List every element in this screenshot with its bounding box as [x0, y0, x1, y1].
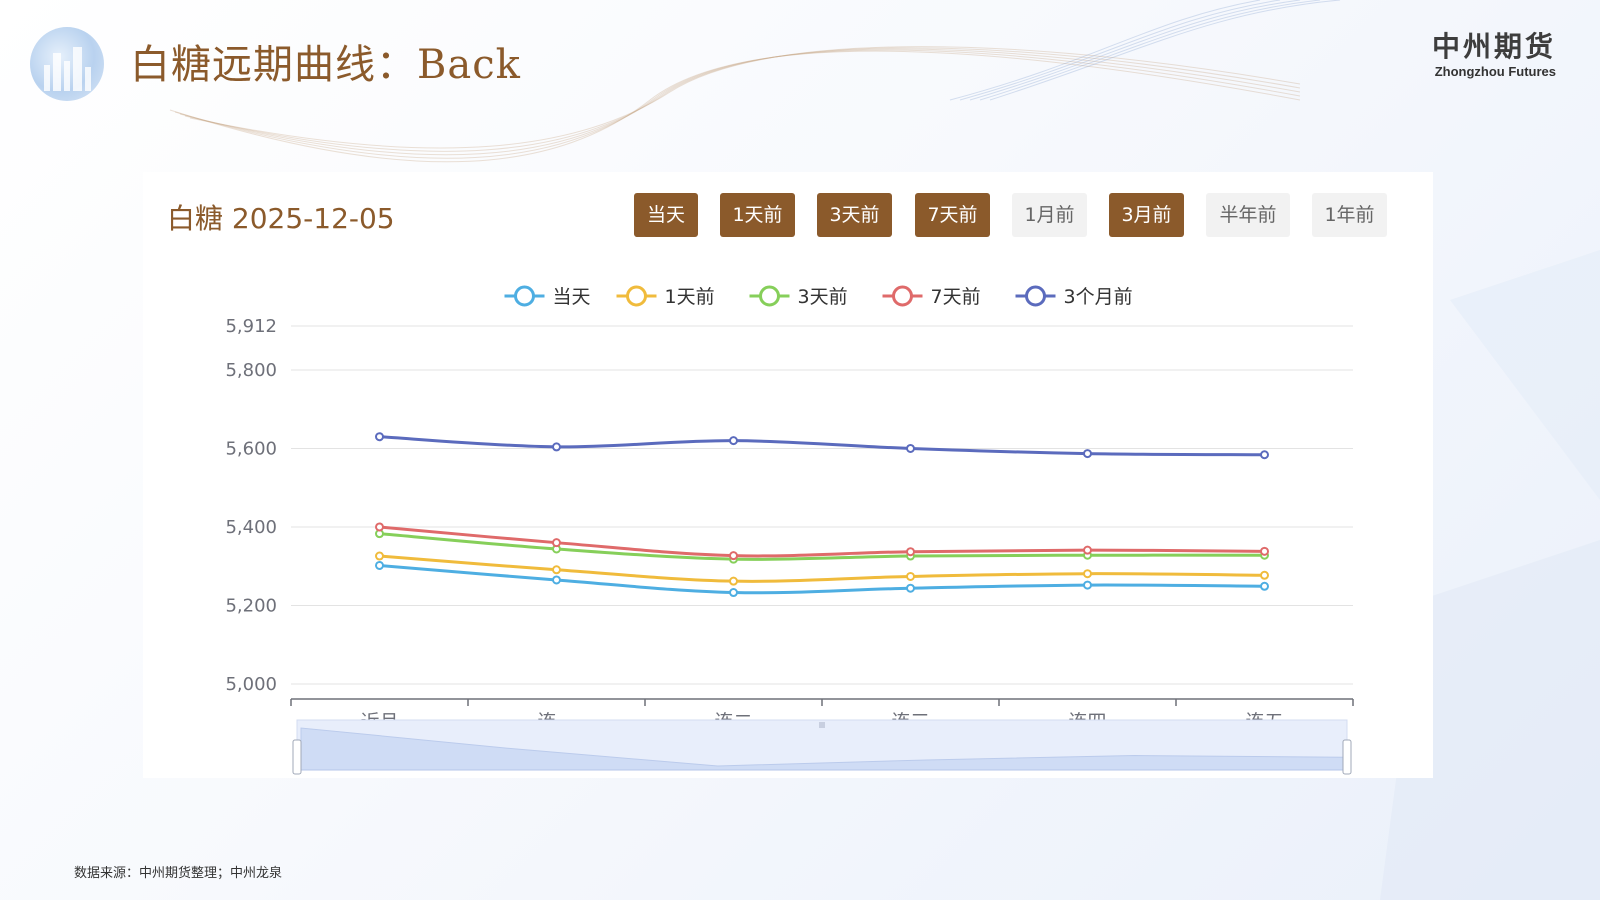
period-button-today[interactable]: 当天 [634, 193, 698, 237]
period-button-1year[interactable]: 1年前 [1312, 193, 1387, 237]
legend-label: 3天前 [798, 286, 848, 308]
legend-label: 1天前 [665, 286, 715, 308]
data-point [1260, 581, 1269, 591]
data-point [375, 560, 384, 570]
data-point [552, 575, 561, 585]
legend-item[interactable]: 3天前 [749, 285, 848, 308]
data-point [729, 551, 738, 561]
data-point [729, 588, 738, 598]
legend-item[interactable]: 当天 [504, 285, 591, 308]
chart-heading: 白糖 2025-12-05 [167, 202, 395, 235]
data-point [1260, 570, 1269, 580]
series-line-2 [379, 532, 1265, 561]
legend-marker [514, 285, 535, 307]
brand-logo: 中州期货 Zhongzhou Futures [1432, 30, 1556, 79]
legend-item[interactable]: 3个月前 [1015, 285, 1133, 308]
y-tick-label: 5,912 [225, 316, 277, 337]
data-point [375, 551, 384, 561]
data-point [729, 436, 738, 446]
legend-marker [1025, 285, 1046, 307]
page-title: 白糖远期曲线：Back [130, 42, 521, 88]
legend-marker [892, 285, 913, 307]
data-point [1083, 545, 1092, 555]
brand-name-cn: 中州期货 [1431, 30, 1556, 63]
period-button-7day[interactable]: 7天前 [915, 193, 990, 237]
zoom-handle-left[interactable] [292, 739, 302, 775]
data-point [1260, 546, 1269, 556]
brand-name-en: Zhongzhou Futures [1434, 64, 1556, 79]
y-tick-label: 5,000 [225, 674, 277, 695]
legend-marker [759, 285, 780, 307]
data-point [552, 565, 561, 575]
data-point [729, 576, 738, 586]
series-line-0 [379, 563, 1265, 595]
y-tick-label: 5,800 [225, 360, 277, 381]
period-button-row: 当天 1天前 3天前 7天前 1月前 3月前 半年前 1年前 [0, 193, 1600, 237]
legend-label: 3个月前 [1064, 286, 1133, 308]
y-tick-label: 5,200 [225, 595, 277, 616]
zoom-handle-right[interactable] [1342, 739, 1352, 775]
period-button-halfyear[interactable]: 半年前 [1206, 193, 1290, 237]
y-tick-label: 5,600 [225, 438, 277, 459]
series-line-4 [379, 435, 1265, 457]
legend-label: 当天 [553, 286, 591, 308]
period-button-3month[interactable]: 3月前 [1109, 193, 1184, 237]
series-line-3 [379, 525, 1265, 558]
zoom-slider-grip [819, 722, 825, 728]
data-point [552, 442, 561, 452]
data-point [906, 547, 915, 557]
series-line-1 [379, 554, 1265, 583]
period-button-1month[interactable]: 1月前 [1012, 193, 1087, 237]
chart-panel [143, 172, 1433, 778]
data-point [1083, 580, 1092, 590]
data-point [906, 443, 915, 453]
data-point [1083, 569, 1092, 579]
data-point [1083, 449, 1092, 459]
legend-marker [626, 285, 647, 307]
data-point [375, 522, 384, 532]
legend-item[interactable]: 7天前 [882, 285, 981, 308]
city-logo-icon [30, 27, 104, 101]
data-point [552, 538, 561, 548]
period-button-1day[interactable]: 1天前 [720, 193, 795, 237]
legend-label: 7天前 [931, 286, 981, 308]
legend-item[interactable]: 1天前 [616, 285, 715, 308]
data-source-note: 数据来源：中州期货整理；中州龙泉 [74, 866, 283, 881]
data-point [375, 432, 384, 442]
data-point [906, 571, 915, 581]
data-point [906, 583, 915, 593]
y-tick-label: 5,400 [225, 517, 277, 538]
period-button-3day[interactable]: 3天前 [817, 193, 892, 237]
data-point [1260, 450, 1269, 460]
